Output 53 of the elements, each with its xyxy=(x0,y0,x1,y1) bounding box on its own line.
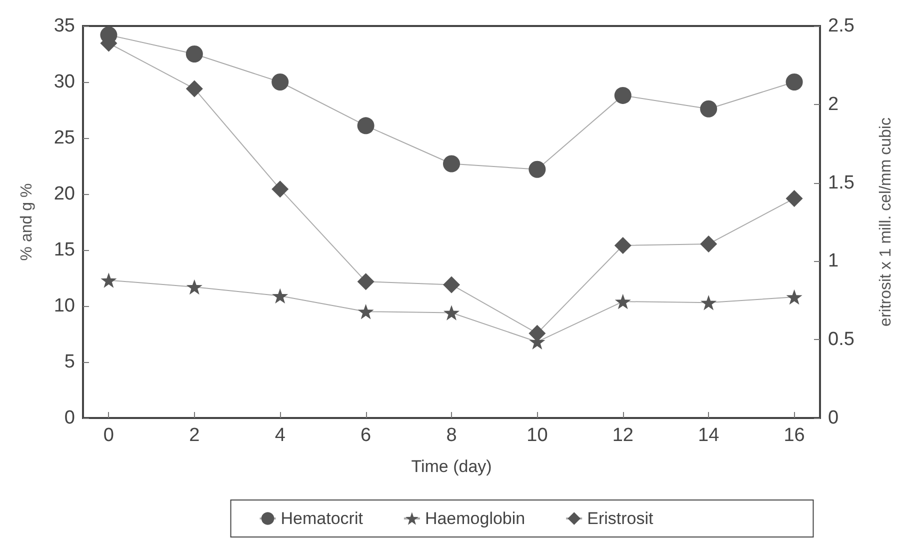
point xyxy=(272,288,288,304)
x-tick-label: 6 xyxy=(360,425,372,446)
x-tick-label: 0 xyxy=(103,425,114,446)
y2-tick-label: 2 xyxy=(828,94,839,115)
point xyxy=(614,294,631,310)
point xyxy=(186,46,203,62)
point xyxy=(272,74,289,90)
y2-tick-label: 1.5 xyxy=(828,172,854,194)
x-tick-label: 4 xyxy=(274,425,286,446)
point xyxy=(186,279,202,295)
y2-tick-label: 2.5 xyxy=(828,16,854,36)
point xyxy=(100,272,117,288)
y-tick-label: 5 xyxy=(64,352,75,372)
point xyxy=(786,190,803,207)
point xyxy=(443,155,460,172)
point xyxy=(614,237,632,254)
point xyxy=(786,289,802,305)
y2-tick-label: 0.5 xyxy=(828,329,854,350)
y2-tick-label: 1 xyxy=(828,250,839,272)
y-tick-label: 30 xyxy=(54,72,75,92)
x-tick-label: 2 xyxy=(189,425,200,446)
point xyxy=(528,324,546,342)
legend-label: Haemoglobin xyxy=(424,509,526,528)
x-axis-title: Time (day) xyxy=(411,457,492,476)
y-tick-label: 25 xyxy=(54,128,75,148)
point xyxy=(186,80,203,98)
y2-axis-title: eritrosit x 1 mill. cel/mm cubic xyxy=(878,118,894,326)
point xyxy=(786,74,803,90)
point xyxy=(357,117,374,134)
y-tick-label: 10 xyxy=(54,296,75,316)
point xyxy=(444,305,460,320)
y-axis-title: % and g % xyxy=(18,183,36,261)
x-tick-label: 10 xyxy=(526,425,548,446)
point xyxy=(700,100,718,118)
y-tick-label: 15 xyxy=(54,240,75,260)
y-tick-label: 35 xyxy=(54,16,75,36)
y-tick-label: 0 xyxy=(64,408,75,428)
point xyxy=(528,160,546,178)
x-tick-label: 8 xyxy=(446,425,457,446)
point xyxy=(357,273,374,290)
y2-tick-label: 0 xyxy=(828,408,839,428)
point xyxy=(443,276,460,294)
x-tick-label: 14 xyxy=(698,425,720,446)
point xyxy=(700,295,717,310)
legend-label: Eristrosit xyxy=(587,509,654,528)
point xyxy=(700,235,718,252)
y-tick-label: 20 xyxy=(54,184,75,204)
x-tick-label: 12 xyxy=(612,425,634,446)
point xyxy=(272,180,289,198)
point xyxy=(358,304,374,320)
x-tick-label: 16 xyxy=(784,425,805,446)
point xyxy=(614,86,632,104)
legend-label: Hematocrit xyxy=(280,509,364,528)
